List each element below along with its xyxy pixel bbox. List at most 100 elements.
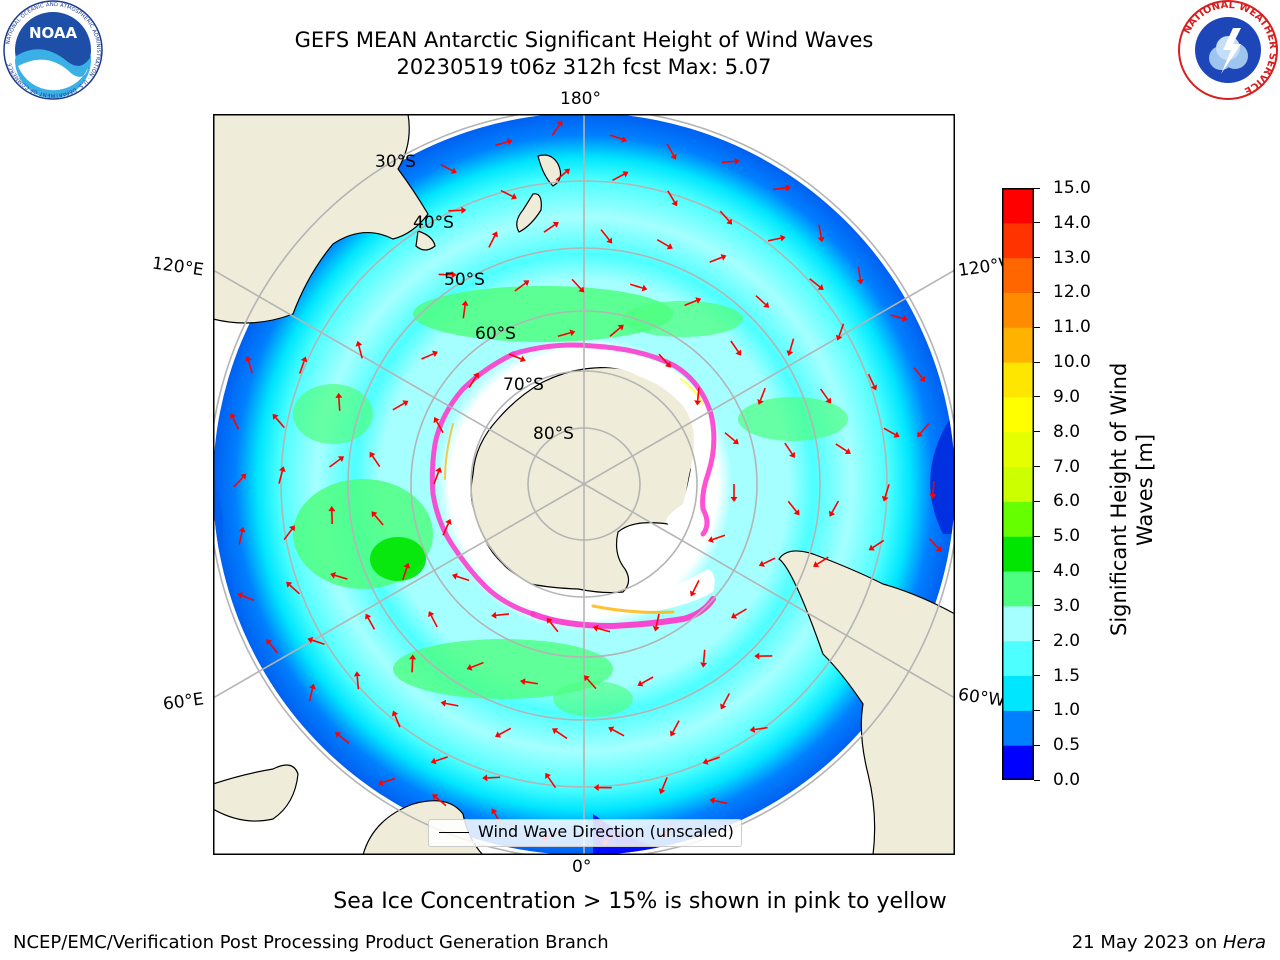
lat-label-40s: 40°S [413,213,454,233]
wave-arrow-head [754,652,760,660]
colorbar-segment [1002,536,1034,572]
wave-arrow-head [622,171,629,178]
wave-arrow-shaft [721,160,736,164]
colorbar-tick-label: 9.0 [1053,386,1081,407]
wave-arrow-shaft [609,134,623,141]
wave-arrow-head [432,794,439,801]
wave-arrow-shaft [448,209,462,212]
wave-arrow-head [592,624,599,632]
wave-arrow-head [817,284,824,290]
wave-arrow-shaft [358,345,363,359]
wave-arrow-head [451,573,458,580]
lat-label-70s: 70°S [503,375,544,395]
chart-title: GEFS MEAN Antarctic Significant Height o… [294,28,874,52]
wave-arrow-shaft [719,210,730,222]
wave-arrow-shaft [435,756,448,762]
colorbar-segment [1002,745,1034,781]
wave-arrow-head [328,506,336,512]
wave-arrow-head [664,361,671,368]
wave-arrow-head [309,683,316,690]
colorbar-tick-mark [1034,535,1040,537]
footer-right: 21 May 2023 on Hera [1072,932,1266,954]
chart-subtitle: 20230519 t06z 312h fcst Max: 5.07 [396,55,772,79]
wave-arrow-shaft [661,777,668,790]
wave-arrow-shaft [238,531,243,545]
wave-arrow-head [523,280,530,287]
wave-arrow-shaft [402,567,408,581]
wave-arrow-head [266,639,273,646]
colorbar-tick-mark [1034,257,1040,259]
wave-arrow-shaft [555,171,567,181]
lon-label-180: 180° [560,89,601,109]
colorbar-title-line1: Significant Height of Wind [1107,362,1131,636]
wave-arrow-head [433,417,440,424]
wave-arrow-head [391,710,399,717]
wave-arrow-shaft [666,143,675,156]
wave-arrow-head [780,234,786,242]
colorbar-tick-label: 15.0 [1053,178,1091,198]
colorbar-segment [1002,710,1034,746]
wave-arrow-shaft [338,397,341,411]
wave-arrow-head [371,511,378,518]
wave-arrow-head [289,525,295,532]
wave-arrow-shaft [440,163,453,172]
colorbar-segment [1002,571,1034,607]
wave-arrow-shaft [667,190,676,203]
australia-landmass [213,114,429,324]
lat-label-80s: 80°S [533,424,574,444]
wave-arrow-shaft [586,678,597,690]
wave-arrow-shaft [730,340,739,353]
colorbar-tick-mark [1034,570,1040,572]
wave-arrow-shaft [867,373,875,387]
lon-label-120e: 120°E [150,253,205,281]
wave-arrow-shaft [430,615,438,628]
wave-arrow-shaft [445,702,459,707]
colorbar-tick-mark [1034,779,1040,781]
wave-arrow-head [608,726,615,733]
wave-arrow-head [789,451,795,459]
wave-arrow-head [658,788,666,795]
wave-arrow-shaft [547,776,557,789]
colorbar-tick-label: 7.0 [1053,456,1081,477]
colorbar-tick-label: 8.0 [1053,421,1081,442]
wave-arrow-head [757,398,764,405]
wave-arrow-head [229,412,237,419]
wave-arrow-shaft [278,470,284,484]
wave-arrow-head [720,703,727,710]
colorbar-tick-label: 2.0 [1053,630,1081,651]
lon-label-0: 0° [572,857,592,877]
landmasses [213,114,955,855]
colorbar-tick-mark [1034,187,1040,189]
colorbar-tick-label: 11.0 [1053,317,1091,338]
wave-arrow-shaft [232,417,240,430]
wave-arrow-head [669,730,676,737]
colorbar-tick-mark [1034,222,1040,224]
wave-arrow-head [893,431,900,438]
wave-arrow-head [844,448,851,455]
wave-arrow-head [335,392,343,399]
wave-arrow-head [552,728,559,735]
wave-arrow-head [510,193,518,200]
colorbar-tick-label: 13.0 [1053,247,1091,268]
wave-arrow-head [617,324,624,331]
wave-arrow-shaft [789,338,795,352]
colorbar-tick-label: 1.5 [1053,665,1081,686]
wave-arrow-head [451,271,457,279]
wave-arrow-head [670,153,677,160]
wave-arrow-shaft [374,514,384,526]
colorbar-border [1002,188,1034,780]
colorbar-segment [1002,431,1034,468]
wave-arrow-head [461,300,469,306]
wave-arrow-head [709,797,716,805]
footer-date: 21 May 2023 on [1071,932,1223,953]
footer-host: Hera [1222,932,1266,953]
colorbar-tick-mark [1034,744,1040,746]
wave-arrow-head [330,571,336,579]
colorbar-bar [1002,188,1034,781]
wave-arrow-head [695,297,702,304]
wave-arrow-head [491,611,497,619]
colorbar-segment [1002,605,1034,642]
wave-arrow-head [652,625,660,632]
wave-arrow-shaft [819,388,829,401]
wave-arrow-shaft [487,776,501,779]
